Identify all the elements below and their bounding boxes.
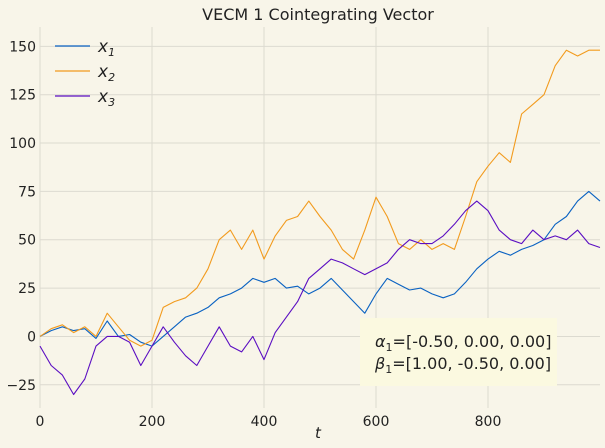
y-tick-label: 125 <box>9 88 36 104</box>
legend-label-x3: x3 <box>97 87 115 109</box>
legend-label-x1: x1 <box>97 37 115 59</box>
annotation-box <box>360 318 557 386</box>
chart-title: VECM 1 Cointegrating Vector <box>202 5 434 24</box>
series-layer <box>39 49 601 396</box>
series-line-x3 <box>39 200 601 396</box>
coefficient-annotation: α1=[-0.50, 0.00, 0.00] β1=[1.00, -0.50, … <box>360 318 557 386</box>
x-tick-label: 400 <box>251 414 278 430</box>
legend: x1 x2 x3 <box>55 37 115 109</box>
legend-label-x2: x2 <box>97 62 115 84</box>
series-line-x1 <box>39 190 601 347</box>
x-tick-label: 600 <box>363 414 390 430</box>
x-axis-label: t <box>315 424 322 442</box>
beta-text: β1=[1.00, -0.50, 0.00] <box>374 354 551 376</box>
y-tick-label: 0 <box>27 329 36 345</box>
x-tick-label: 0 <box>36 414 45 430</box>
series-line-x2 <box>39 49 600 347</box>
y-tick-label: 75 <box>18 184 36 200</box>
y-tick-label: 25 <box>18 281 36 297</box>
y-tick-label: 50 <box>18 233 36 249</box>
y-tick-label: 150 <box>9 39 36 55</box>
x-tick-label: 200 <box>139 414 166 430</box>
grid <box>39 27 600 408</box>
y-tick-label: −25 <box>6 378 36 394</box>
tick-labels: 0 200 400 600 800 −25 0 25 50 75 100 125 150 <box>6 39 501 430</box>
y-tick-label: 100 <box>9 136 36 152</box>
alpha-text: α1=[-0.50, 0.00, 0.00] <box>375 332 551 354</box>
x-tick-label: 800 <box>475 414 502 430</box>
